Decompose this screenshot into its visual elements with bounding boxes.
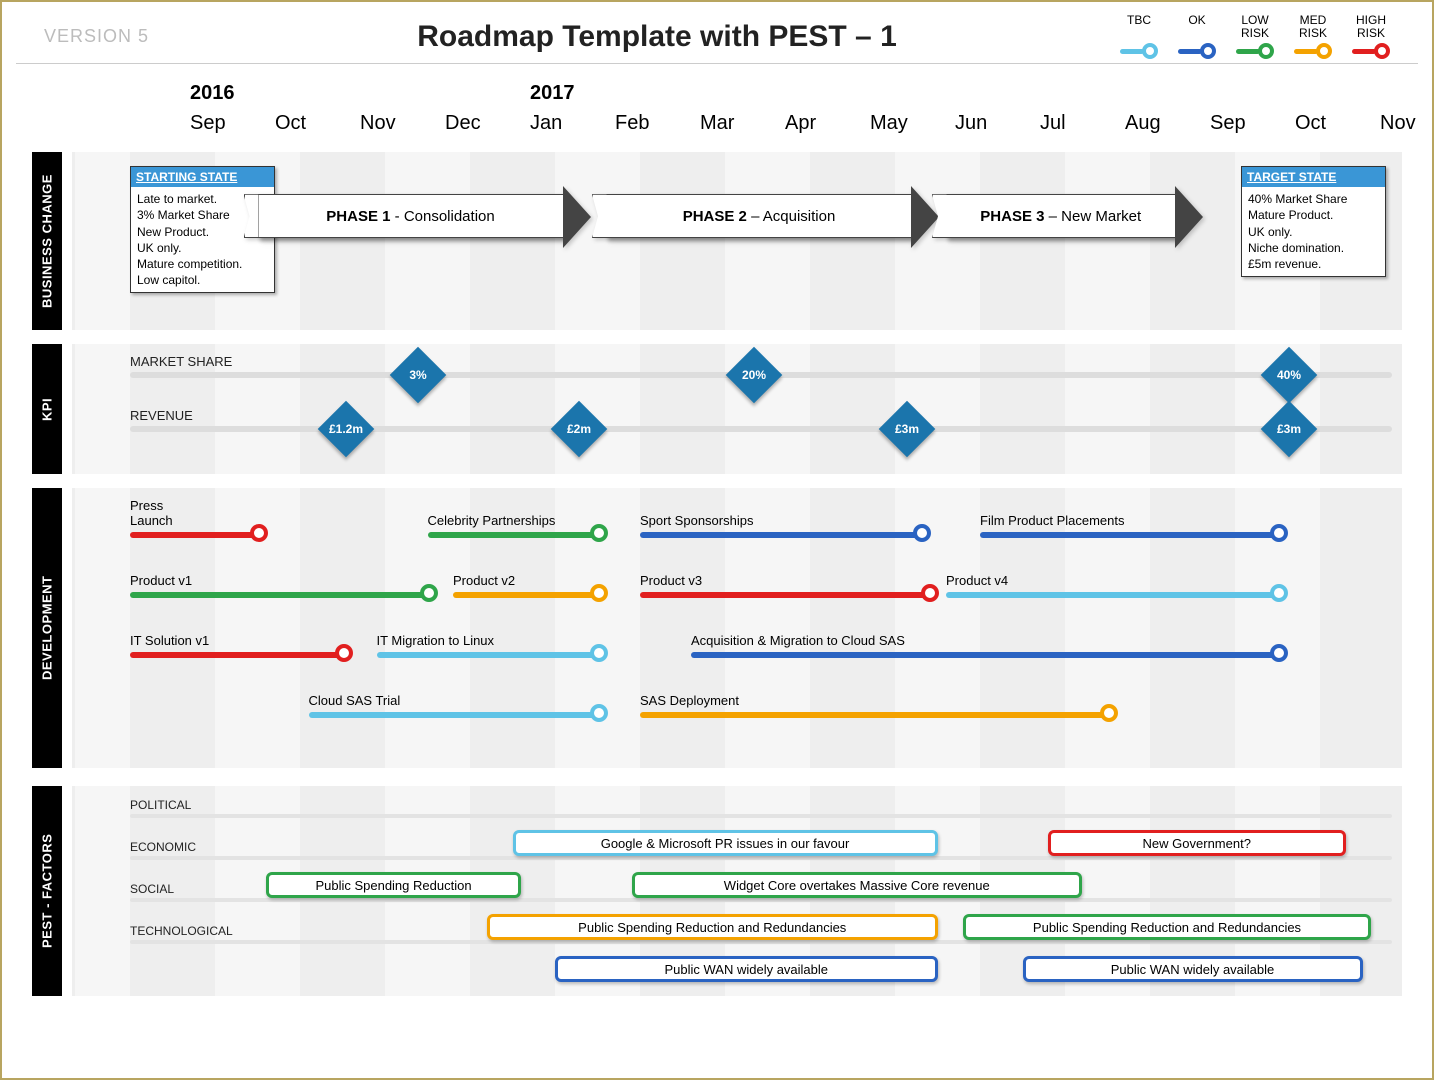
pest-divider bbox=[130, 814, 1392, 818]
year-row: 2016 2017 bbox=[132, 82, 1402, 106]
kpi-diamond: 3% bbox=[389, 347, 446, 404]
pest-divider bbox=[130, 856, 1392, 860]
dev-bar: Acquisition & Migration to Cloud SAS bbox=[691, 652, 1278, 658]
dev-bar: IT Migration to Linux bbox=[377, 652, 598, 658]
legend-item: LOWRISK bbox=[1236, 14, 1274, 59]
pest-row-label: TECHNOLOGICAL bbox=[130, 924, 233, 938]
swimlane-label: PEST - FACTORS bbox=[32, 786, 62, 996]
pest-factor-box: Public WAN widely available bbox=[1023, 956, 1363, 982]
dev-bar: Celebrity Partnerships bbox=[428, 532, 598, 538]
swimlane-label: DEVELOPMENT bbox=[32, 488, 62, 768]
year-label: 2016 bbox=[190, 82, 235, 105]
pest-factor-box: Google & Microsoft PR issues in our favo… bbox=[513, 830, 938, 856]
pest-factor-box: Public Spending Reduction and Redundanci… bbox=[487, 914, 938, 940]
dev-bar: Cloud SAS Trial bbox=[309, 712, 598, 718]
pest-factor-box: Public Spending Reduction bbox=[266, 872, 521, 898]
dev-bar: PressLaunch bbox=[130, 532, 258, 538]
month-label: Jan bbox=[530, 112, 615, 142]
year-label: 2017 bbox=[530, 82, 575, 105]
swimlane: KPI MARKET SHARE 3% 20% 40% REVENUE £1.2m £2m £3… bbox=[32, 344, 1402, 474]
swimlane-body: MARKET SHARE 3% 20% 40% REVENUE £1.2m £2m £3m £3… bbox=[72, 344, 1402, 474]
month-label: Nov bbox=[1380, 112, 1434, 142]
month-label: Nov bbox=[360, 112, 445, 142]
swimlane: DEVELOPMENT PressLaunch Celebrity Partners… bbox=[32, 488, 1402, 768]
dev-bar: Sport Sponsorships bbox=[640, 532, 921, 538]
kpi-diamond: £1.2m bbox=[317, 401, 374, 458]
dev-bar: Product v1 bbox=[130, 592, 428, 598]
page-title: Roadmap Template with PEST – 1 bbox=[194, 20, 1120, 54]
month-label: Oct bbox=[1295, 112, 1380, 142]
swimlane-body: POLITICAL ECONOMIC SOCIAL TECHNOLOGICAL Goog… bbox=[72, 786, 1402, 996]
month-label: Sep bbox=[1210, 112, 1295, 142]
swimlane: BUSINESS CHANGE STARTING STATELate to mar… bbox=[32, 152, 1402, 330]
pest-row-label: SOCIAL bbox=[130, 882, 174, 896]
legend-item: OK bbox=[1178, 14, 1216, 59]
dev-bar: Product v2 bbox=[453, 592, 598, 598]
legend-item: MEDRISK bbox=[1294, 14, 1332, 59]
legend-item: HIGHRISK bbox=[1352, 14, 1390, 59]
pest-factor-box: Public WAN widely available bbox=[555, 956, 938, 982]
swimlane-body: PressLaunch Celebrity Partnerships Sport S… bbox=[72, 488, 1402, 768]
dev-bar: Product v3 bbox=[640, 592, 929, 598]
month-label: Jun bbox=[955, 112, 1040, 142]
month-label: Feb bbox=[615, 112, 700, 142]
kpi-diamond: 20% bbox=[725, 347, 782, 404]
dev-bar: Product v4 bbox=[946, 592, 1278, 598]
legend-item: TBC bbox=[1120, 14, 1158, 59]
swimlane-label: BUSINESS CHANGE bbox=[32, 152, 62, 330]
pest-factor-box: Widget Core overtakes Massive Core reven… bbox=[632, 872, 1083, 898]
kpi-diamond: £3m bbox=[878, 401, 935, 458]
roadmap-chart: 20162017 SepOctNovDecJanFebMarAprMayJunJ… bbox=[32, 82, 1402, 1062]
phase-arrow: PHASE 3 – New Market bbox=[946, 194, 1176, 238]
version-label: VERSION 5 bbox=[44, 26, 194, 47]
pest-divider bbox=[130, 898, 1392, 902]
phase-arrow: PHASE 1 - Consolidation bbox=[258, 194, 564, 238]
kpi-diamond: £3m bbox=[1261, 401, 1318, 458]
pest-divider bbox=[130, 940, 1392, 944]
swimlane: PEST - FACTORS POLITICAL ECONOMIC SOCIAL TEC… bbox=[32, 786, 1402, 996]
swimlane-body: STARTING STATELate to market.3% Market S… bbox=[72, 152, 1402, 330]
month-label: Jul bbox=[1040, 112, 1125, 142]
header: VERSION 5 Roadmap Template with PEST – 1… bbox=[16, 2, 1418, 64]
swimlane-label: KPI bbox=[32, 344, 62, 474]
phase-arrow: PHASE 2 – Acquisition bbox=[606, 194, 912, 238]
target-state-box: TARGET STATE40% Market ShareMature Produ… bbox=[1241, 166, 1386, 277]
legend: TBC OK LOWRISK MEDRISK HIGHRISK bbox=[1120, 14, 1390, 59]
pest-factor-box: New Government? bbox=[1048, 830, 1346, 856]
month-label: Mar bbox=[700, 112, 785, 142]
dev-bar: Film Product Placements bbox=[980, 532, 1278, 538]
kpi-diamond: 40% bbox=[1261, 347, 1318, 404]
month-label: Sep bbox=[190, 112, 275, 142]
kpi-row-label: REVENUE bbox=[130, 408, 193, 423]
month-row: SepOctNovDecJanFebMarAprMayJunJulAugSepO… bbox=[132, 112, 1434, 142]
dev-bar: SAS Deployment bbox=[640, 712, 1108, 718]
month-label: Dec bbox=[445, 112, 530, 142]
kpi-row-label: MARKET SHARE bbox=[130, 354, 232, 369]
month-label: Oct bbox=[275, 112, 360, 142]
pest-row-label: POLITICAL bbox=[130, 798, 191, 812]
pest-row-label: ECONOMIC bbox=[130, 840, 196, 854]
dev-bar: IT Solution v1 bbox=[130, 652, 343, 658]
kpi-diamond: £2m bbox=[551, 401, 608, 458]
pest-factor-box: Public Spending Reduction and Redundanci… bbox=[963, 914, 1371, 940]
month-label: Apr bbox=[785, 112, 870, 142]
month-label: May bbox=[870, 112, 955, 142]
month-label: Aug bbox=[1125, 112, 1210, 142]
